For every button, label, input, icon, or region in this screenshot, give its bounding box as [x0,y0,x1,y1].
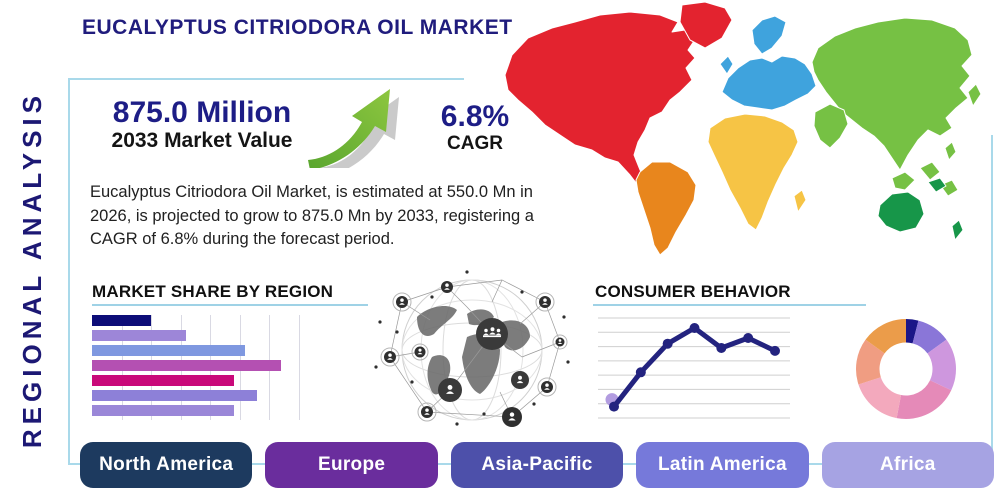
section-underline [92,304,368,306]
market-description: Eucalyptus Citriodora Oil Market, is est… [90,183,534,249]
frame-border-left [68,78,70,465]
market-share-bar [92,390,258,401]
cagr-number: 6.8% [440,100,510,133]
region-buttons: North America Europe Asia-Pacific Latin Ame… [80,442,995,488]
growth-arrow-icon [308,89,399,168]
donut-slice [896,380,952,419]
side-label-text: REGIONAL ANALYSIS [16,91,47,449]
market-share-heading: MARKET SHARE BY REGION [92,282,334,301]
global-network-icon [374,270,570,427]
region-button-label: Europe [317,454,386,475]
cagr-caption: CAGR [447,133,503,154]
market-value-number: 875.0 Million [112,96,292,129]
donut-slice [856,339,885,385]
frame-border-top [68,78,464,80]
market-share-bar [92,375,234,386]
region-button-label: Latin America [657,454,787,475]
donut-slice [865,319,906,354]
region-button-north-america[interactable]: North America [80,442,253,488]
region-button-label: Asia-Pacific [481,454,593,475]
consumer-behavior-heading: CONSUMER BEHAVIOR [595,282,791,301]
region-button-asia-pacific[interactable]: Asia-Pacific [450,442,624,488]
page-title: EUCALYPTUS CITRIODORA OIL MARKET [82,16,513,39]
market-value-caption: 2033 Market Value [111,129,293,152]
consumer-behavior-line-chart [598,317,790,419]
region-button-africa[interactable]: Africa [821,442,995,488]
donut-slice [858,377,902,419]
donut-slice [906,319,919,344]
market-share-bar [92,405,234,416]
market-share-bar-chart [92,315,300,420]
region-button-europe[interactable]: Europe [265,442,438,488]
donut-slice [912,320,947,354]
side-label: REGIONAL ANALYSIS [4,80,60,460]
cagr-kpi: 6.8% CAGR [425,100,525,155]
market-share-bar [92,330,187,341]
section-underline [593,304,866,306]
donut-slice [927,339,956,391]
market-share-bar [92,315,151,326]
market-share-bar [92,345,246,356]
market-share-bar [92,360,281,371]
region-button-label: Africa [880,454,936,475]
region-button-latin-america[interactable]: Latin America [636,442,809,488]
frame-border-right [991,135,993,465]
region-button-label: North America [99,454,234,475]
market-value-kpi: 875.0 Million 2033 Market Value [92,96,312,153]
regional-share-donut-chart [856,319,956,419]
world-map [504,1,982,256]
